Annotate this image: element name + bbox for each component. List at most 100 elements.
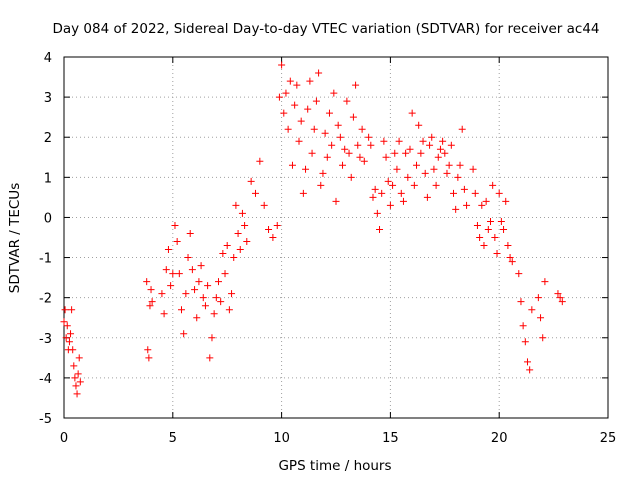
data-point <box>236 246 244 254</box>
data-point <box>180 330 188 338</box>
data-point <box>217 298 225 306</box>
data-point <box>70 362 78 370</box>
data-point <box>352 81 360 89</box>
data-point <box>480 242 488 250</box>
data-point <box>534 294 542 302</box>
data-point <box>389 181 397 189</box>
data-point <box>445 161 453 169</box>
data-point <box>158 290 166 298</box>
data-point <box>539 334 547 342</box>
data-point <box>493 250 501 258</box>
data-point <box>306 77 314 85</box>
data-point <box>349 113 357 121</box>
data-point <box>201 302 209 310</box>
data-point <box>332 197 340 205</box>
data-point <box>408 109 416 117</box>
x-axis-label: GPS time / hours <box>278 458 391 474</box>
data-point <box>537 314 545 322</box>
data-point <box>434 153 442 161</box>
data-point <box>169 270 177 278</box>
data-point <box>439 137 447 145</box>
data-point <box>358 125 366 133</box>
data-point <box>251 189 259 197</box>
data-point <box>193 314 201 322</box>
data-point <box>395 137 403 145</box>
data-point <box>360 157 368 165</box>
data-point <box>556 294 564 302</box>
data-point <box>184 254 192 262</box>
x-tick-label: 25 <box>600 431 617 446</box>
data-point <box>286 77 294 85</box>
x-tick-label: 10 <box>273 431 290 446</box>
data-point <box>206 354 214 362</box>
data-point <box>460 185 468 193</box>
data-point <box>282 89 290 97</box>
x-tick-label: 15 <box>382 431 399 446</box>
data-point <box>162 266 170 274</box>
axis-ticks: 0 5 10 15 20 25 -5 -4 -3 -2 -1 0 1 2 3 4 <box>39 51 616 446</box>
data-point <box>528 306 536 314</box>
data-point <box>63 322 71 330</box>
data-point <box>417 149 425 157</box>
data-point <box>489 181 497 189</box>
data-point <box>243 238 251 246</box>
data-point <box>144 346 152 354</box>
data-point <box>284 125 292 133</box>
data-point <box>423 193 431 201</box>
x-tick-label: 0 <box>60 431 68 446</box>
data-point <box>504 242 512 250</box>
plot-frame <box>63 56 609 419</box>
data-point <box>234 229 242 237</box>
y-tick-label: -3 <box>39 332 52 347</box>
data-point <box>225 306 233 314</box>
data-point <box>345 149 353 157</box>
y-tick-label: -5 <box>39 412 52 427</box>
data-point <box>399 197 407 205</box>
data-point <box>450 189 458 197</box>
data-point <box>328 141 336 149</box>
data-point <box>293 81 301 89</box>
data-point <box>315 69 323 77</box>
y-tick-label: -1 <box>39 252 52 267</box>
data-point <box>145 354 153 362</box>
data-point <box>376 225 384 233</box>
data-point <box>197 262 205 270</box>
data-point <box>147 286 155 294</box>
data-point <box>380 137 388 145</box>
data-point <box>148 298 156 306</box>
data-point <box>454 173 462 181</box>
data-point <box>143 278 151 286</box>
data-point <box>397 189 405 197</box>
data-point <box>74 370 82 378</box>
data-point <box>238 209 246 217</box>
data-point <box>447 141 455 149</box>
data-point <box>415 121 423 129</box>
data-point <box>463 201 471 209</box>
data-point <box>325 109 333 117</box>
data-point <box>214 278 222 286</box>
data-point <box>452 205 460 213</box>
data-point <box>413 161 421 169</box>
data-point <box>391 149 399 157</box>
data-point <box>167 282 175 290</box>
data-point <box>330 89 338 97</box>
data-point <box>486 217 494 225</box>
data-point <box>458 125 466 133</box>
data-point <box>256 157 264 165</box>
data-point <box>317 181 325 189</box>
grid <box>64 57 608 418</box>
data-point <box>72 382 80 390</box>
data-point <box>365 133 373 141</box>
data-point <box>210 310 218 318</box>
data-point <box>312 97 320 105</box>
data-point <box>297 117 305 125</box>
data-point <box>62 334 70 342</box>
data-point <box>378 189 386 197</box>
data-point <box>173 238 181 246</box>
data-point <box>295 137 303 145</box>
y-tick-label: 2 <box>44 131 52 146</box>
data-point <box>356 153 364 161</box>
data-point <box>71 374 79 382</box>
data-point <box>341 145 349 153</box>
data-points <box>60 61 566 398</box>
